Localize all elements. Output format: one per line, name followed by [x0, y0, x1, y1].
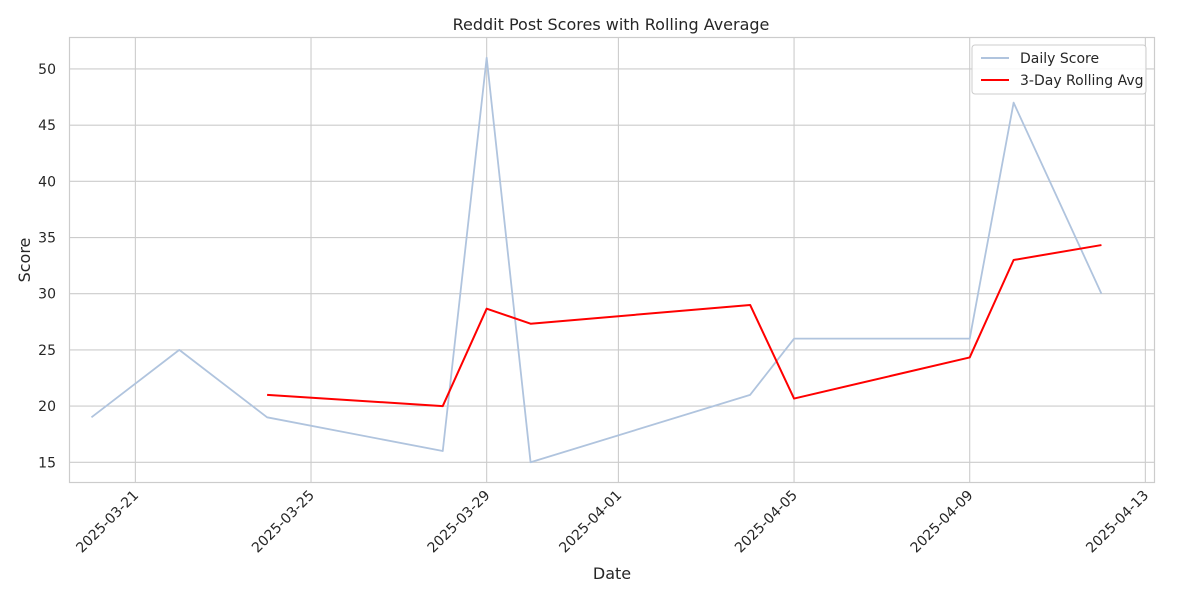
y-tick-label: 35	[38, 231, 56, 247]
x-tick-label: 2025-04-01	[556, 488, 625, 557]
series-line-daily-score	[90, 56, 1103, 464]
chart-title: Reddit Post Scores with Rolling Average	[453, 15, 770, 34]
x-tick-label: 2025-04-13	[1083, 488, 1152, 557]
x-tick-labels: 2025-03-21 2025-03-25 2025-03-29 2025-04-01…	[73, 488, 1152, 557]
legend-label-daily-score: Daily Score	[1020, 51, 1099, 67]
y-tick-label: 40	[38, 174, 56, 190]
grid	[69, 37, 1155, 483]
y-tick-label: 15	[38, 455, 56, 471]
x-tick-label: 2025-04-05	[732, 488, 801, 557]
x-tick-label: 2025-04-09	[908, 488, 977, 557]
y-tick-label: 20	[38, 399, 56, 415]
y-axis-label: Score	[15, 238, 34, 283]
y-tick-label: 45	[38, 118, 56, 134]
legend-label-rolling-avg: 3-Day Rolling Avg	[1020, 73, 1144, 89]
y-tick-label: 50	[38, 62, 56, 78]
x-tick-label: 2025-03-25	[249, 488, 318, 557]
x-tick-label: 2025-03-29	[425, 488, 494, 557]
series-lines	[90, 56, 1103, 464]
y-tick-label: 30	[38, 287, 56, 303]
y-tick-label: 25	[38, 343, 56, 359]
legend: Daily Score 3-Day Rolling Avg	[971, 44, 1147, 95]
x-tick-label: 2025-03-21	[73, 488, 142, 557]
legend-frame	[971, 44, 1147, 95]
x-axis-label: Date	[593, 564, 631, 583]
plot-frame	[68, 36, 1156, 484]
y-tick-labels: 15 20 25 30 35 40 45 50	[38, 62, 56, 471]
series-line-3-day-rolling-avg	[267, 244, 1102, 408]
